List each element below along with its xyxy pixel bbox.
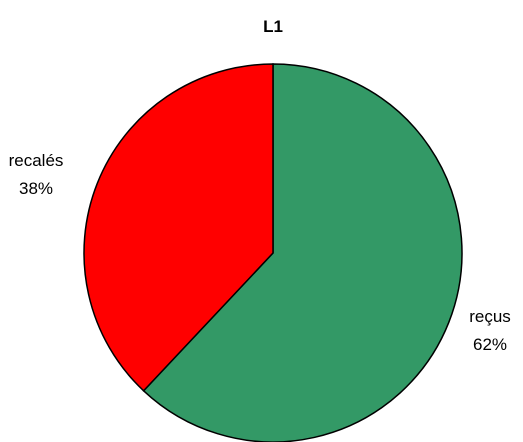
slice-label-recales-value: 38% bbox=[19, 179, 53, 198]
slice-label-recus-value: 62% bbox=[473, 335, 507, 354]
chart-title: L1 bbox=[263, 17, 283, 36]
slice-label-recales-name: recalés bbox=[9, 151, 64, 170]
slice-label-recales: recalés 38% bbox=[9, 151, 64, 198]
pie-slices bbox=[83, 63, 463, 442]
slice-label-recus: reçus 62% bbox=[469, 307, 511, 354]
pie-slice-recales bbox=[83, 63, 274, 392]
pie-slice-recus bbox=[142, 63, 463, 442]
slice-label-recus-name: reçus bbox=[469, 307, 511, 326]
